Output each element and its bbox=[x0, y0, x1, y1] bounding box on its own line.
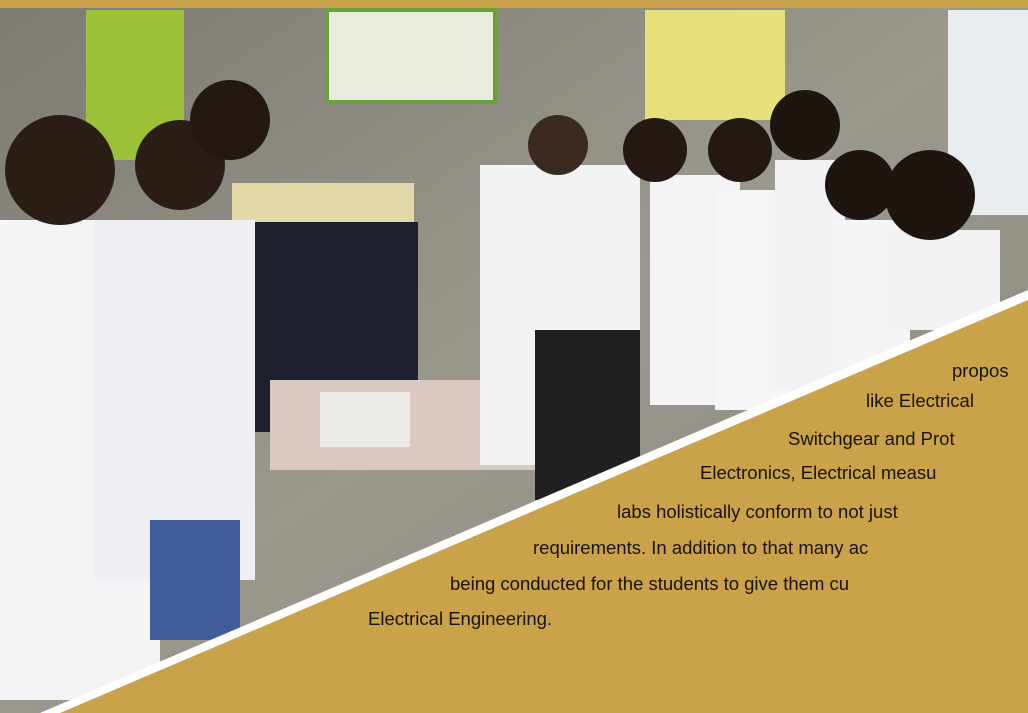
caption-line: Electronics, Electrical measu bbox=[700, 462, 936, 483]
caption-line: like Electrical bbox=[866, 390, 974, 411]
caption-line: propos bbox=[952, 360, 1009, 381]
caption-line: labs holistically conform to not just bbox=[617, 501, 898, 522]
caption-line: requirements. In addition to that many a… bbox=[533, 537, 868, 558]
scene: propos like Electrical Switchgear and Prot… bbox=[0, 0, 1028, 713]
caption-line: Electrical Engineering. bbox=[368, 608, 552, 629]
caption-line: being conducted for the students to give… bbox=[450, 573, 849, 594]
caption-line: Switchgear and Prot bbox=[788, 428, 955, 449]
page: propos like Electrical Switchgear and Prot… bbox=[0, 0, 1028, 713]
